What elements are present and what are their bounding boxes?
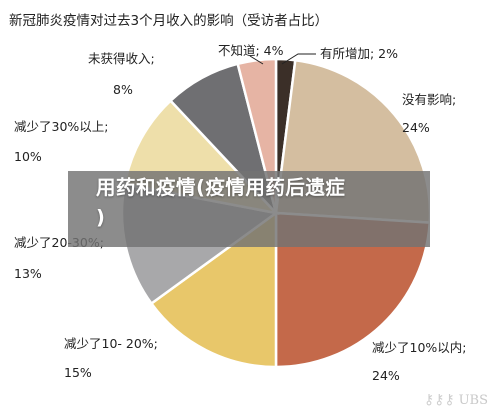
ubs-brand: UBS	[458, 392, 488, 408]
overlay-text-line1: 用药和疫情(疫情用药后遗症	[96, 176, 346, 199]
slice-pct-4: 13%	[14, 266, 42, 281]
slice-label-5: 减少了30%以上;	[14, 119, 109, 134]
slice-label-3: 减少了10- 20%;	[64, 336, 158, 351]
chart-title: 新冠肺炎疫情对过去3个月收入的影响（受访者占比）	[9, 13, 329, 29]
overlay-banner	[68, 171, 430, 247]
pie-slice-2	[274, 211, 432, 369]
slice-label-1: 没有影响;	[402, 92, 456, 107]
ubs-keys-icon: ⚷⚷⚷	[423, 392, 455, 408]
slice-label-7: 不知道; 4%	[218, 43, 284, 58]
leader-line-increase	[281, 53, 316, 65]
pie-slice-3	[149, 210, 278, 369]
overlay-text: 用药和疫情(疫情用药后遗症 )	[96, 173, 416, 233]
ubs-watermark: ⚷⚷⚷ UBS	[424, 392, 488, 408]
slice-label-2: 减少了10%以内;	[372, 340, 467, 355]
slice-pct-1: 24%	[402, 120, 430, 135]
slice-label-0: 有所增加; 2%	[320, 46, 398, 61]
slice-pct-3: 15%	[64, 365, 92, 380]
slice-pct-2: 24%	[372, 368, 400, 383]
leader-line-unknown	[249, 55, 264, 65]
slice-pct-5: 10%	[14, 149, 42, 164]
slice-pct-6: 8%	[113, 82, 133, 97]
slice-label-6: 未获得收入;	[88, 51, 155, 66]
overlay-text-line2: )	[96, 206, 106, 229]
